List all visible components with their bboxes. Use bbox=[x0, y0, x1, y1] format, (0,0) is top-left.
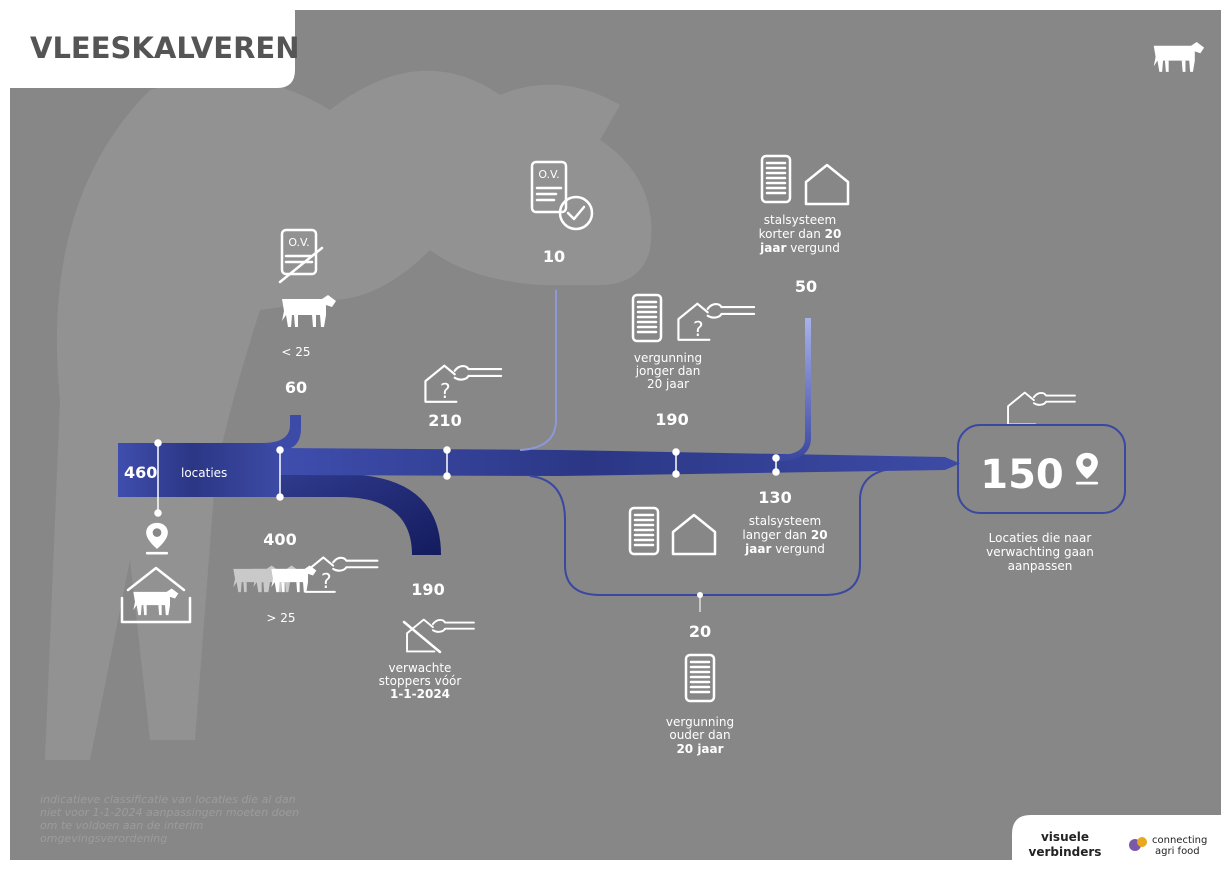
icon-text: O.V. bbox=[538, 168, 559, 181]
node-value: 50 bbox=[795, 277, 817, 296]
question-mark: ? bbox=[440, 379, 451, 403]
label-part: vergund bbox=[786, 241, 839, 255]
node-value: 210 bbox=[428, 411, 461, 430]
node-label: > 25 bbox=[266, 611, 295, 625]
node-dot bbox=[277, 494, 283, 500]
node-label: verwachte bbox=[389, 661, 452, 675]
node-label: stoppers vóór bbox=[379, 674, 462, 688]
node-label: < 25 bbox=[281, 345, 310, 359]
result-value: 150 bbox=[980, 452, 1064, 498]
label-part: korter dan bbox=[759, 227, 825, 241]
node-dot bbox=[673, 449, 679, 455]
logo-text: connecting bbox=[1152, 835, 1207, 846]
node-value: 10 bbox=[543, 247, 565, 266]
node-dot bbox=[277, 447, 283, 453]
node-value: 130 bbox=[758, 488, 791, 507]
node-value: 190 bbox=[411, 580, 444, 599]
node-dot bbox=[697, 592, 703, 598]
node-value: 190 bbox=[655, 410, 688, 429]
label-part: jaar bbox=[759, 241, 786, 255]
label-part: jaar bbox=[744, 542, 771, 556]
node-dot bbox=[773, 469, 779, 475]
logo-text: visuele bbox=[1041, 830, 1089, 844]
node-value: 20 bbox=[689, 622, 711, 641]
icon-text: O.V. bbox=[288, 236, 309, 249]
node-value: 60 bbox=[285, 378, 307, 397]
node-label: stalsysteem bbox=[749, 514, 821, 528]
start-value: 460 bbox=[124, 463, 157, 482]
node-label: 1-1-2024 bbox=[390, 687, 450, 701]
footnote-line: indicatieve classificatie van locaties d… bbox=[40, 793, 296, 806]
footnote-line: omgevingsverordening bbox=[40, 832, 167, 845]
footnote-line: niet voor 1-1-2024 aanpassingen moeten d… bbox=[40, 806, 299, 819]
node-value: 400 bbox=[263, 530, 296, 549]
logo-text: verbinders bbox=[1029, 845, 1102, 859]
question-mark: ? bbox=[321, 569, 332, 593]
result-label: aanpassen bbox=[1008, 559, 1073, 573]
infographic: VLEESKALVEREN 460 locaties O.V. < 25 60 … bbox=[0, 0, 1231, 870]
logo-mark bbox=[1137, 837, 1147, 847]
node-label: 20 jaar bbox=[647, 377, 689, 391]
node-dot bbox=[444, 447, 450, 453]
node-label: jonger dan bbox=[635, 364, 701, 378]
node-dot bbox=[673, 471, 679, 477]
node-label: 20 jaar bbox=[676, 742, 723, 756]
label-part: langer dan bbox=[742, 528, 810, 542]
question-mark: ? bbox=[693, 317, 704, 341]
node-label: vergunning bbox=[634, 351, 702, 365]
node-label: ouder dan bbox=[669, 728, 730, 742]
node-label: stalsysteem bbox=[764, 213, 836, 227]
label-part: vergund bbox=[771, 542, 824, 556]
node-label: jaar vergund bbox=[744, 542, 825, 556]
node-dot bbox=[155, 440, 161, 446]
node-label: langer dan 20 bbox=[742, 528, 827, 542]
node-label: jaar vergund bbox=[759, 241, 840, 255]
node-label: vergunning bbox=[666, 715, 734, 729]
result-label: verwachting gaan bbox=[986, 545, 1094, 559]
start-unit: locaties bbox=[181, 466, 227, 480]
node-label: korter dan 20 bbox=[759, 227, 842, 241]
result-label: Locaties die naar bbox=[989, 531, 1092, 545]
node-dot bbox=[155, 510, 161, 516]
logo-text: agri food bbox=[1155, 846, 1200, 857]
node-dot bbox=[773, 455, 779, 461]
label-part: 20 bbox=[811, 528, 828, 542]
label-part: 20 bbox=[825, 227, 842, 241]
node-dot bbox=[444, 473, 450, 479]
title: VLEESKALVEREN bbox=[30, 31, 300, 65]
footnote-line: om te voldoen aan de interim bbox=[40, 819, 203, 832]
